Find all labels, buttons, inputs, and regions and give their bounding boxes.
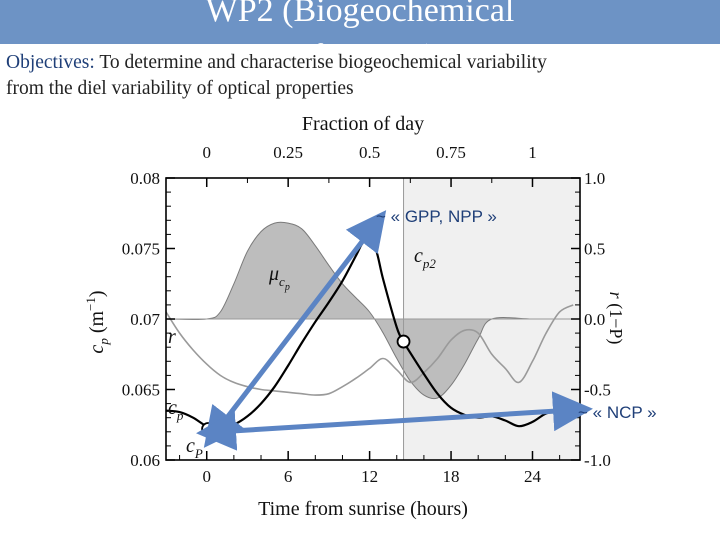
x-tick-label: 12 [361,467,378,486]
y-right-tick-label: 0.5 [584,240,605,259]
slide-title-bar: WP2 (Biogeochemical Inferences) [0,0,720,44]
gpp-annotation: ~ « GPP, NPP » [376,207,497,226]
y-left-tick-label: 0.075 [122,240,160,259]
y-left-tick-label: 0.06 [130,451,160,470]
objectives-label: Objectives: [6,52,95,73]
top-tick-label: 0 [202,143,211,162]
y-right-tick-label: 0.0 [584,310,605,329]
objectives-line-2: from the diel variability of optical pro… [6,78,354,99]
x-tick-label: 24 [524,467,542,486]
top-tick-label: 1 [528,143,537,162]
ncp-arrow [196,391,593,451]
y-right-tick-label: -0.5 [584,381,611,400]
y-left-axis-label: cp (m−1) [83,290,111,353]
top-tick-label: 0.75 [436,143,466,162]
top-tick-label: 0.25 [273,143,303,162]
cp-lower-label: cP [186,435,203,461]
point-cp_min [201,422,215,436]
top-tick-label: 0.5 [359,143,380,162]
y-right-axis-label: r (1−P) [605,292,626,345]
y-left-tick-label: 0.07 [130,310,160,329]
y-left-tick-label: 0.065 [122,381,160,400]
cp-label: cp [168,397,184,423]
arrows-group [196,210,593,451]
x-tick-label: 6 [284,467,293,486]
x-axis-label: Time from sunrise (hours) [258,498,468,520]
slide-title: WP2 (Biogeochemical Inferences) [205,0,515,44]
x-tick-label: 0 [202,467,211,486]
r-label: r [168,326,176,348]
ncp-annotation: ~ « NCP » [578,403,657,422]
objectives-line-1: To determine and characterise biogeochem… [99,52,547,73]
x-tick-label: 18 [443,467,460,486]
y-right-tick-label: 1.0 [584,169,605,188]
top-axis-label: Fraction of day [302,113,424,135]
objectives-text: Objectives: To determine and characteris… [6,50,716,102]
y-left-tick-label: 0.08 [130,169,160,188]
y-right-tick-label: -1.0 [584,451,611,470]
point-cp2 [396,334,411,349]
cp2-label: cp2 [414,245,436,271]
